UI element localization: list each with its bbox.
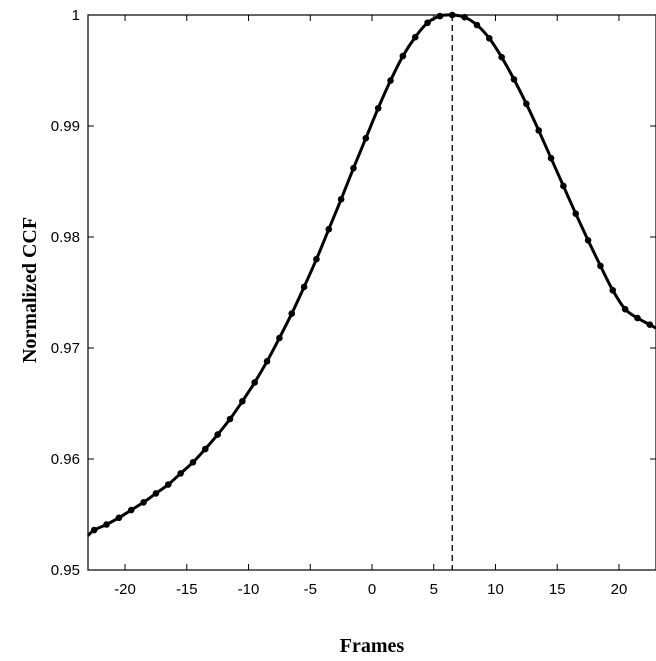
y-tick-label: 1 (72, 7, 80, 24)
ccf-data-point (362, 134, 370, 142)
ccf-data-point (239, 397, 246, 405)
x-tick-label: 5 (430, 581, 438, 598)
y-tick-label: 0.95 (51, 562, 80, 579)
y-tick-label: 0.98 (51, 229, 80, 246)
ccf-data-point (486, 35, 493, 42)
x-axis-label: Frames (340, 635, 405, 657)
ccf-data-point (288, 310, 296, 317)
ccf-data-point (473, 21, 481, 29)
ccf-data-point (127, 506, 135, 514)
ccf-data-point (313, 255, 320, 263)
x-tick-label: -15 (176, 581, 198, 598)
x-tick-label: 15 (549, 581, 566, 598)
y-axis-label: Normalized CCF (19, 217, 41, 363)
ccf-data-point (152, 490, 160, 497)
ccf-data-point (510, 76, 518, 83)
ccf-data-point (448, 11, 456, 19)
y-tick-label: 0.97 (51, 340, 80, 357)
ccf-data-point (350, 164, 357, 172)
ccf-data-point (251, 379, 258, 386)
ccf-data-point (103, 521, 110, 528)
ccf-series-line (86, 13, 656, 537)
ccf-data-point (189, 459, 197, 466)
y-tick-label: 0.96 (51, 451, 80, 468)
x-tick-label: 0 (368, 581, 376, 598)
ccf-data-point (597, 262, 604, 270)
ccf-data-point (276, 334, 283, 342)
ccf-data-point (498, 53, 505, 61)
ccf-data-point (646, 321, 654, 328)
ccf-data-point (609, 286, 617, 294)
ccf-data-point (411, 33, 419, 41)
ccf-data-point (523, 100, 530, 108)
x-tick-label: -5 (304, 581, 317, 598)
x-tick-label: -20 (114, 581, 136, 598)
ccf-data-point (621, 305, 629, 313)
ccf-data-point (461, 13, 468, 21)
ccf-data-point (226, 415, 234, 423)
ccf-data-point (263, 358, 271, 365)
ccf-data-point (387, 77, 394, 84)
ccf-data-point (164, 481, 172, 488)
ccf-data-point (214, 431, 221, 438)
ccf-data-point (634, 314, 641, 322)
ccf-data-point (547, 154, 555, 162)
ccf-data-point (436, 12, 444, 20)
ccf-data-point (337, 195, 345, 203)
ccf-data-point (202, 445, 209, 453)
x-tick-label: 10 (487, 581, 504, 598)
y-tick-label: 0.99 (51, 118, 80, 135)
ccf-data-point (325, 225, 333, 233)
ccf-data-point (115, 514, 123, 522)
ccf-data-point (374, 104, 382, 112)
ccf-data-point (90, 526, 98, 534)
plot-frame (87, 14, 656, 571)
ccf-data-point (572, 210, 580, 217)
ccf-data-point (399, 52, 407, 60)
ccf-data-point (424, 19, 431, 27)
ccf-data-point (584, 237, 592, 244)
ccf-data-point (535, 127, 542, 134)
ccf-data-point (140, 498, 147, 506)
ccf-data-point (300, 283, 308, 291)
ccf-data-point (560, 182, 567, 190)
x-tick-label: -10 (238, 581, 260, 598)
ccf-data-point (177, 470, 184, 477)
x-tick-label: 20 (611, 581, 628, 598)
